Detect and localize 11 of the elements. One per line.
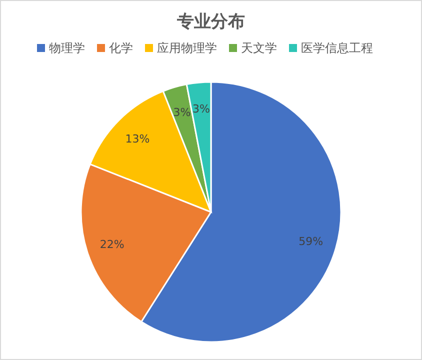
legend-label: 天文学 [241,41,277,55]
legend-label: 化学 [109,41,133,55]
legend-label: 物理学 [49,41,85,55]
chart-title: 专业分布 [176,12,245,32]
data-label: 3% [192,102,210,116]
legend-label: 应用物理学 [157,41,217,55]
data-label: 22% [100,238,124,252]
data-label: 13% [125,132,150,146]
legend-label: 医学信息工程 [301,41,373,55]
data-label: 59% [298,235,324,248]
data-label: 3% [173,106,191,120]
